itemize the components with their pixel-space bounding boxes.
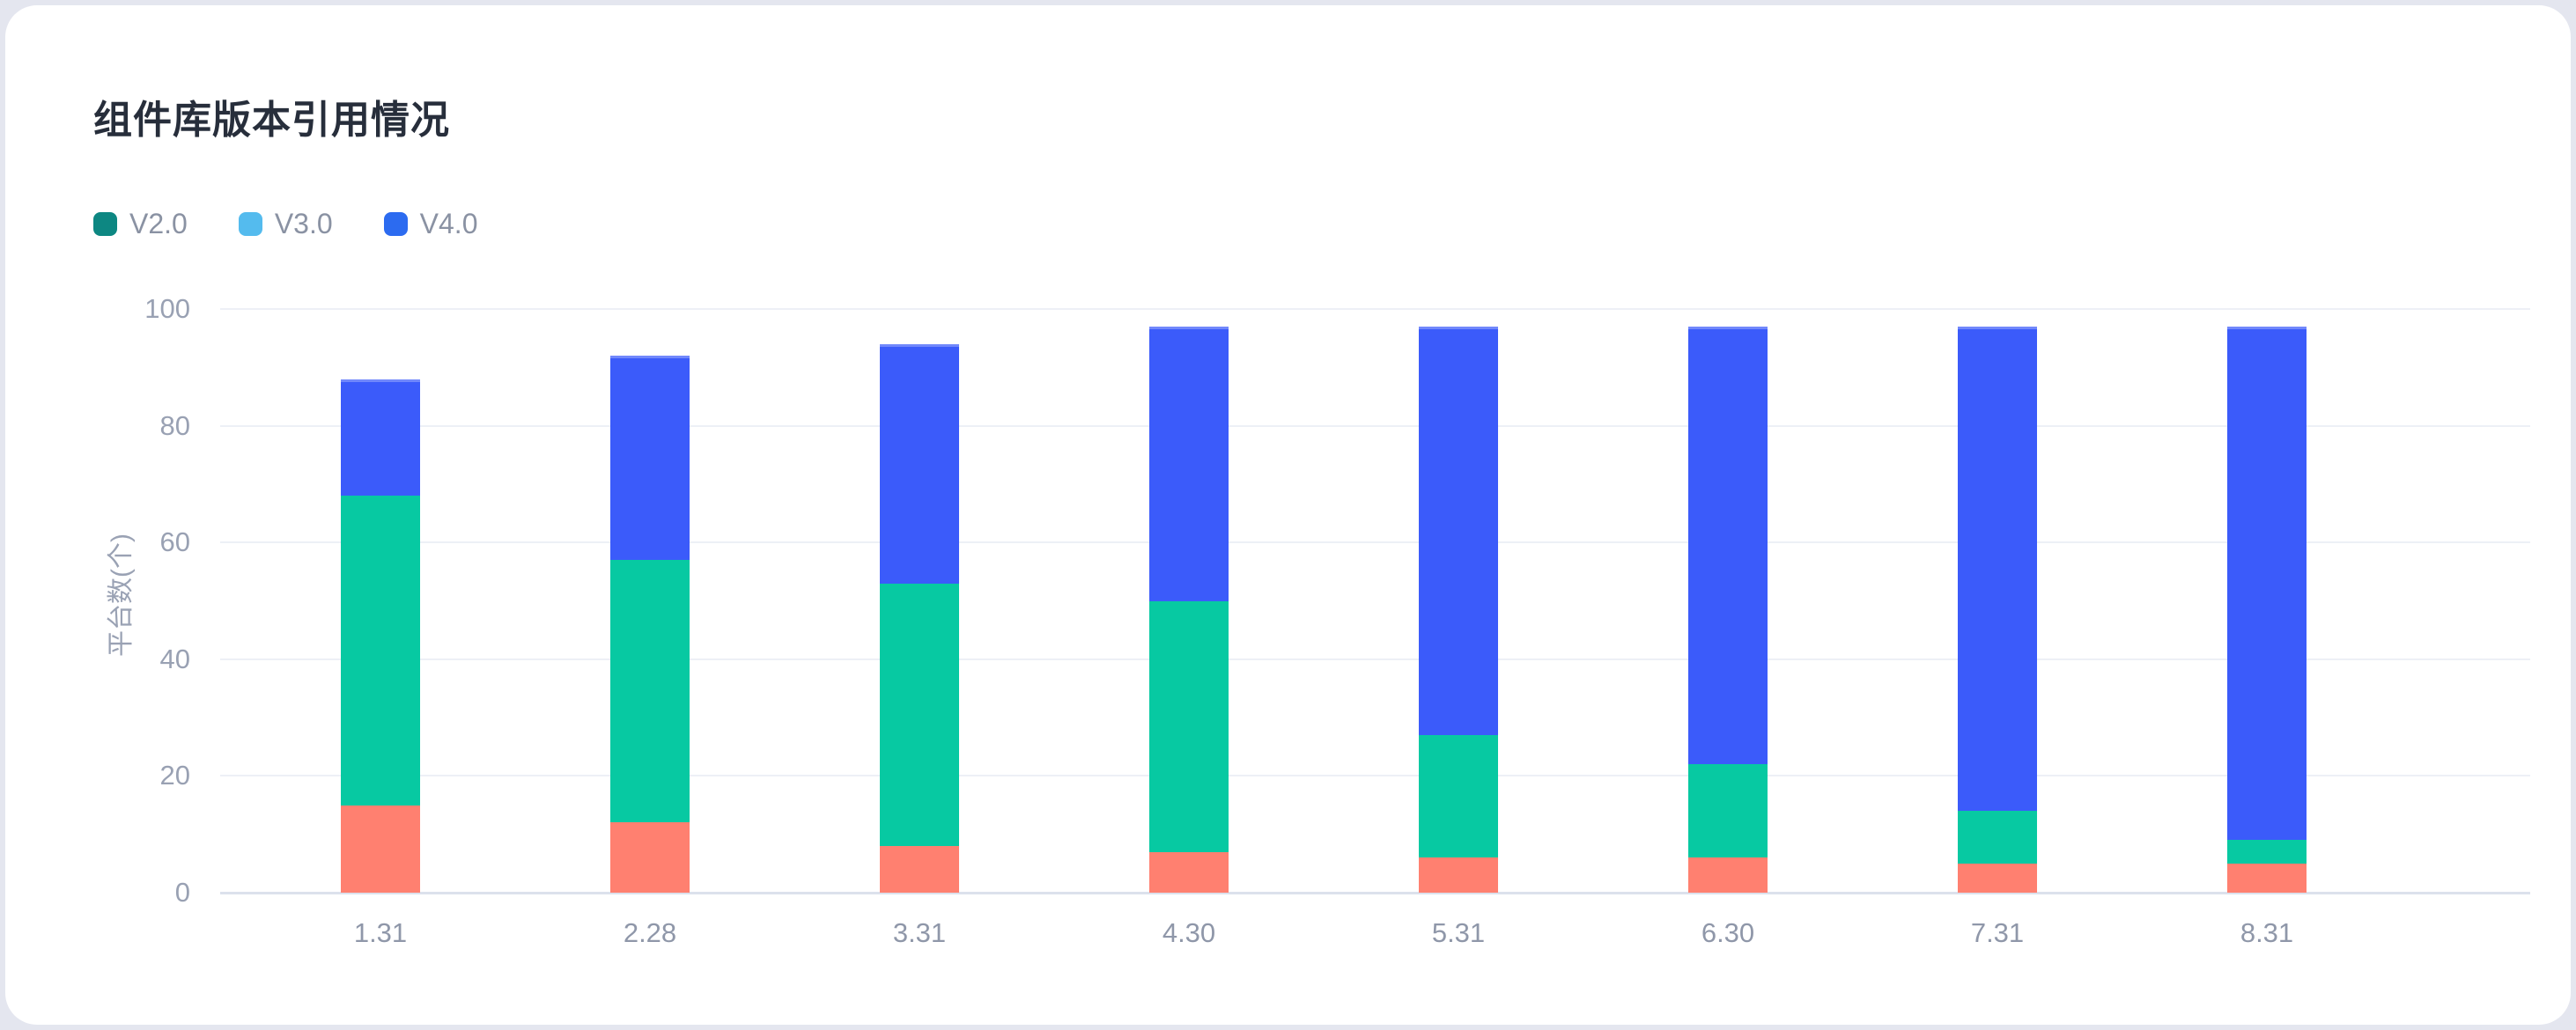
legend-label: V4.0 <box>419 208 478 239</box>
bar-segment-top-segment[interactable] <box>1688 326 1768 765</box>
y-axis-tick-label: 60 <box>159 526 190 558</box>
bar-segment-middle-segment[interactable] <box>1688 764 1768 858</box>
bar-group: 5.31 <box>1324 309 1593 948</box>
legend: V2.0 V3.0 V4.0 <box>93 208 477 240</box>
bar-stack[interactable] <box>610 356 690 893</box>
bar-stack[interactable] <box>880 343 959 893</box>
bar-stack[interactable] <box>341 379 420 893</box>
bar-segment-bottom-segment[interactable] <box>1149 851 1229 893</box>
y-axis-tick-label: 40 <box>159 643 190 674</box>
chart-card: 组件库版本引用情况 V2.0 V3.0 V4.0 平台数(个) 1.31 2.28 3.… <box>5 5 2571 1025</box>
bar-segment-top-segment[interactable] <box>610 356 690 561</box>
y-axis-tick-label: 80 <box>159 409 190 441</box>
bar-segment-middle-segment[interactable] <box>610 560 690 823</box>
legend-item-v2.0[interactable]: V2.0 <box>93 208 188 240</box>
bar-segment-bottom-segment[interactable] <box>880 845 959 893</box>
bar-group: 8.31 <box>2132 309 2402 948</box>
y-axis-tick-label: 0 <box>174 877 190 908</box>
x-axis-label: 6.30 <box>1701 917 1755 948</box>
bar-stack[interactable] <box>1688 326 1768 893</box>
bar-group: 1.31 <box>246 309 515 948</box>
y-axis-tick-label: 100 <box>144 293 190 324</box>
x-axis-label: 5.31 <box>1431 917 1486 948</box>
chart-title: 组件库版本引用情况 <box>93 99 450 142</box>
legend-label: V2.0 <box>129 208 188 239</box>
legend-swatch-icon <box>238 212 262 236</box>
bar-segment-top-segment[interactable] <box>341 379 420 497</box>
bar-stack[interactable] <box>1958 326 2037 893</box>
legend-swatch-icon <box>93 212 117 236</box>
bar-segment-middle-segment[interactable] <box>1149 600 1229 852</box>
bar-segment-middle-segment[interactable] <box>341 496 420 806</box>
bar-segment-bottom-segment[interactable] <box>2227 863 2307 893</box>
x-axis-label: 4.30 <box>1162 917 1216 948</box>
plot-area: 1.31 2.28 3.31 4.30 5.31 6.30 7.31 8.31 0 20 40 60… <box>144 293 2530 948</box>
legend-label: V3.0 <box>274 208 333 239</box>
bar-segment-bottom-segment[interactable] <box>341 805 420 893</box>
bar-segment-top-segment[interactable] <box>1419 326 1498 736</box>
bar-group: 2.28 <box>515 309 785 948</box>
bar-segment-top-segment[interactable] <box>1958 326 2037 812</box>
gridline <box>220 775 2530 777</box>
gridline <box>220 424 2530 427</box>
bars-container: 1.31 2.28 3.31 4.30 5.31 6.30 7.31 8.31 <box>246 309 2402 948</box>
bar-group: 6.30 <box>1593 309 1863 948</box>
bar-segment-top-segment[interactable] <box>2227 326 2307 841</box>
bar-segment-middle-segment[interactable] <box>1958 811 2037 864</box>
bar-segment-top-segment[interactable] <box>880 343 959 584</box>
bar-stack[interactable] <box>1419 326 1498 893</box>
bar-segment-top-segment[interactable] <box>1149 326 1229 601</box>
legend-swatch-icon <box>383 212 408 236</box>
bar-group: 3.31 <box>785 309 1054 948</box>
bar-stack[interactable] <box>1149 326 1229 893</box>
legend-item-v4.0[interactable]: V4.0 <box>383 208 478 240</box>
bar-segment-bottom-segment[interactable] <box>1958 863 2037 893</box>
legend-item-v3.0[interactable]: V3.0 <box>238 208 333 240</box>
bar-segment-bottom-segment[interactable] <box>1688 857 1768 893</box>
bar-group: 7.31 <box>1863 309 2132 948</box>
bar-segment-bottom-segment[interactable] <box>1419 857 1498 893</box>
x-axis-label: 1.31 <box>353 917 408 948</box>
x-axis-line <box>220 892 2530 894</box>
bar-segment-middle-segment[interactable] <box>880 583 959 846</box>
bar-group: 4.30 <box>1054 309 1324 948</box>
x-axis-label: 3.31 <box>892 917 947 948</box>
x-axis-label: 8.31 <box>2240 917 2294 948</box>
bar-segment-middle-segment[interactable] <box>1419 735 1498 858</box>
bar-segment-middle-segment[interactable] <box>2227 840 2307 864</box>
y-axis-tick-label: 20 <box>159 760 190 791</box>
gridline <box>220 308 2530 310</box>
bar-segment-bottom-segment[interactable] <box>610 822 690 893</box>
x-axis-label: 7.31 <box>1970 917 2025 948</box>
gridline <box>220 541 2530 544</box>
gridline <box>220 658 2530 660</box>
x-axis-label: 2.28 <box>623 917 677 948</box>
bar-stack[interactable] <box>2227 326 2307 893</box>
